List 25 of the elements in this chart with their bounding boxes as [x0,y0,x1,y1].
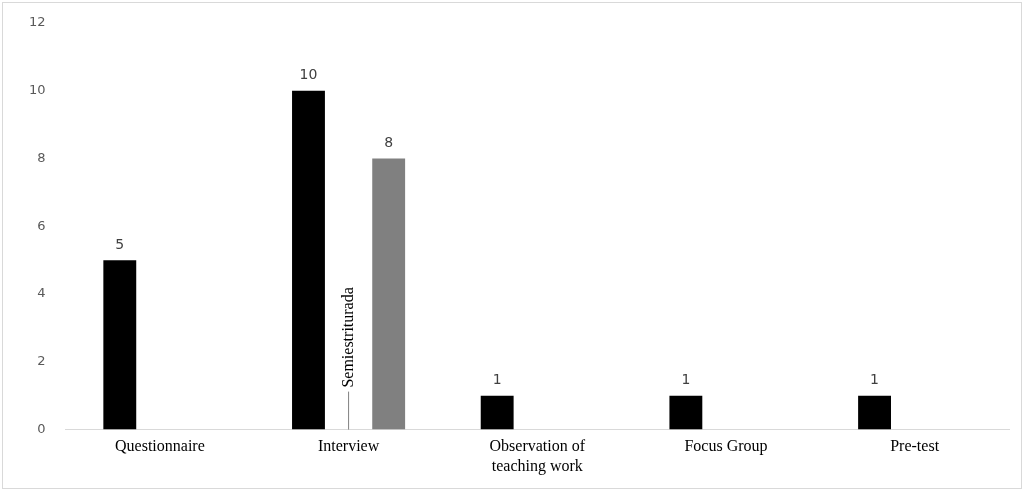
data-label: 5 [115,235,125,252]
bar [292,90,325,430]
x-tick-label: Interview [317,437,380,455]
bar [858,395,891,430]
y-tick-label: 2 [37,353,46,369]
bar [669,395,703,430]
x-tick-label: Observation of teaching work [489,437,586,475]
x-tick-label: Focus Group [684,437,768,456]
y-tick-label: 0 [37,420,46,436]
data-label: 1 [492,371,502,388]
data-label: 10 [299,66,318,83]
data-label: 8 [384,134,394,151]
y-tick-label: 10 [29,82,46,98]
bar [103,260,137,430]
bar [372,158,406,430]
data-label: 1 [870,371,880,388]
y-tick-label: 8 [37,149,46,165]
annotation: Semiestriturada [338,287,356,388]
y-tick-label: 4 [37,285,46,301]
x-tick-label: Pre-test [890,437,940,455]
y-tick-label: 12 [29,14,46,30]
data-label: 1 [681,371,691,388]
x-tick-label: Questionnaire [115,437,205,455]
y-tick-label: 6 [37,217,46,233]
bar [480,395,514,430]
